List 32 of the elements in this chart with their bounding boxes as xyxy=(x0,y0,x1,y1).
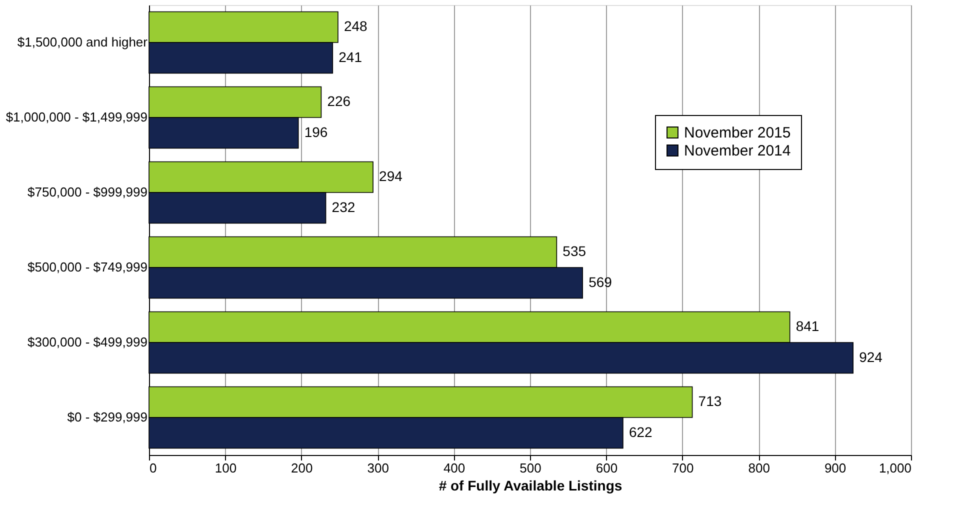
data-label: 622 xyxy=(628,424,653,440)
x-tick-label: 700 xyxy=(672,460,694,476)
data-label: 232 xyxy=(332,198,356,215)
data-label: 535 xyxy=(562,243,586,260)
data-label: 241 xyxy=(338,48,362,65)
data-label: 196 xyxy=(304,124,328,140)
data-label: 248 xyxy=(344,18,368,34)
x-tick-label: 0 xyxy=(150,460,157,476)
data-label: 841 xyxy=(796,318,820,334)
data-label: 569 xyxy=(588,274,612,290)
x-tick-label: 300 xyxy=(367,460,389,476)
x-tick-label: 1,000 xyxy=(878,460,912,476)
y-tick-label: $500,000 - $749,999 xyxy=(28,260,148,274)
y-tick-label: $1,000,000 - $1,499,999 xyxy=(6,110,148,124)
x-tick-label: 200 xyxy=(291,460,313,476)
x-tick-label: 600 xyxy=(596,460,618,476)
x-tick-label: 400 xyxy=(443,460,466,476)
legend-label: November 2014 xyxy=(684,142,791,160)
x-tick-label: 900 xyxy=(824,460,846,476)
data-label: 226 xyxy=(327,93,351,110)
data-label: 294 xyxy=(379,168,403,184)
x-tick-label: 100 xyxy=(214,460,237,476)
y-tick-label: $1,500,000 and higher xyxy=(17,34,148,50)
x-tick-label: 500 xyxy=(520,460,542,476)
data-label: 713 xyxy=(698,393,722,410)
y-tick-label: $0 - $299,999 xyxy=(67,410,148,424)
data-label: 924 xyxy=(859,348,883,365)
y-tick-label: $750,000 - $999,999 xyxy=(28,184,148,200)
y-tick-label: $300,000 - $499,999 xyxy=(28,334,148,350)
x-tick-label: 800 xyxy=(748,460,770,476)
legend-label: November 2015 xyxy=(684,124,791,142)
x-axis-title: # of Fully Available Listings xyxy=(438,478,622,494)
